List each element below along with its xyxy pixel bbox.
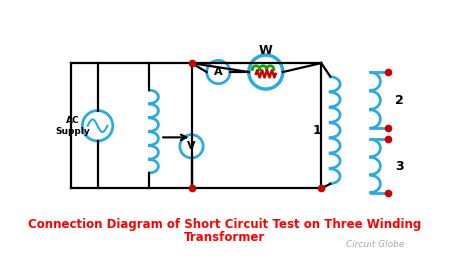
Text: 1: 1 bbox=[312, 124, 321, 137]
Text: W: W bbox=[259, 44, 273, 57]
Circle shape bbox=[180, 135, 203, 158]
Text: 3: 3 bbox=[395, 159, 404, 172]
Text: Circuit Globe: Circuit Globe bbox=[346, 240, 404, 249]
Circle shape bbox=[249, 55, 283, 89]
Text: Transformer: Transformer bbox=[184, 231, 265, 244]
Text: Connection Diagram of Short Circuit Test on Three Winding: Connection Diagram of Short Circuit Test… bbox=[28, 218, 421, 231]
Text: A: A bbox=[214, 67, 223, 77]
Circle shape bbox=[207, 60, 230, 84]
Text: V: V bbox=[187, 141, 196, 151]
Text: AC
Supply: AC Supply bbox=[55, 116, 90, 136]
Text: 2: 2 bbox=[395, 94, 404, 107]
Circle shape bbox=[82, 111, 113, 141]
